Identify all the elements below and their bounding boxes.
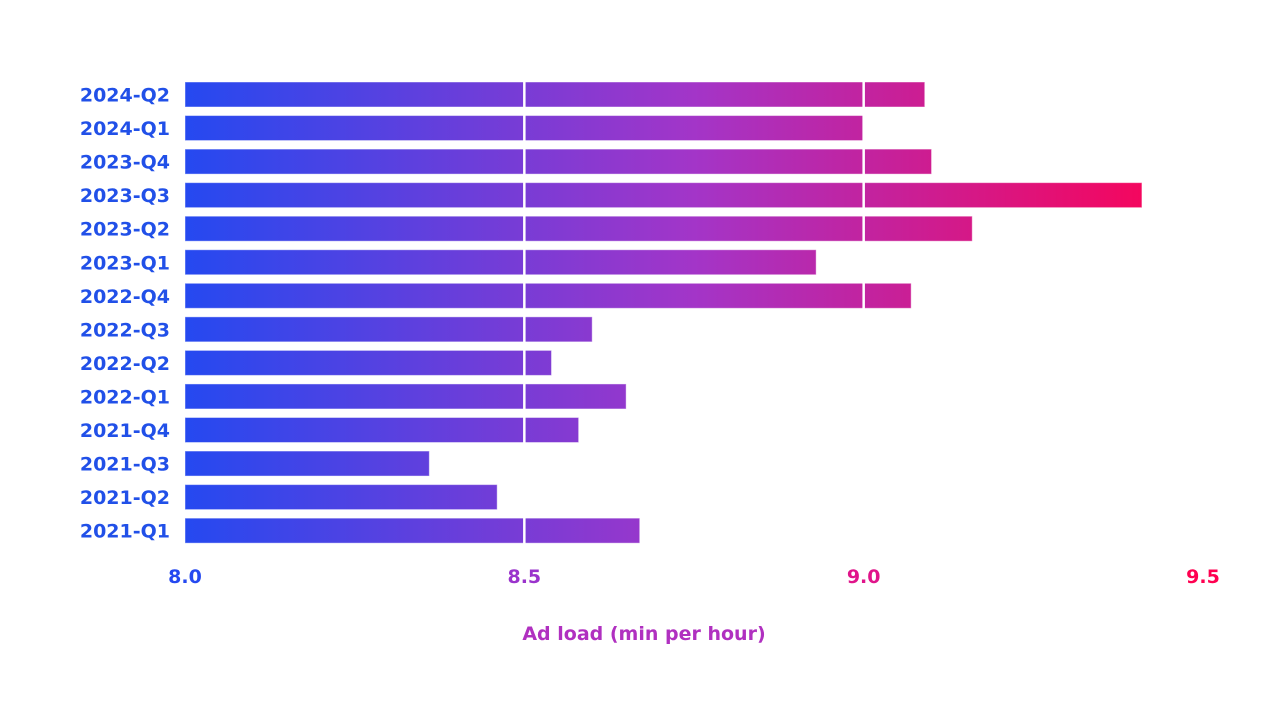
category-label: 2022-Q3: [80, 319, 170, 341]
bar-2024-q2: [184, 81, 926, 108]
bar-2021-q1: [184, 517, 641, 544]
bar-2023-q4: [184, 148, 933, 175]
bar-2021-q2: [184, 484, 498, 511]
category-label: 2022-Q4: [80, 286, 170, 308]
category-label: 2023-Q2: [80, 219, 170, 241]
bars-group: [184, 81, 1143, 544]
x-tick-label: 8.5: [507, 566, 541, 588]
x-tick-labels-group: 8.0 8.5 9.0 9.5: [168, 566, 1220, 588]
category-label: 2021-Q1: [80, 521, 170, 543]
bar-2022-q2: [184, 349, 552, 376]
gridlines-group: [523, 80, 865, 546]
bar-2023-q2: [184, 215, 973, 242]
x-tick-label: 8.0: [168, 566, 202, 588]
category-labels-group: 2024-Q2 2024-Q1 2023-Q4 2023-Q3 2023-Q2 2023-…: [80, 85, 170, 543]
x-tick-label: 9.5: [1186, 566, 1220, 588]
category-label: 2024-Q1: [80, 118, 170, 140]
category-label: 2021-Q4: [80, 420, 170, 442]
x-tick-label: 9.0: [847, 566, 881, 588]
category-label: 2023-Q1: [80, 252, 170, 274]
bar-2023-q3: [184, 182, 1143, 209]
category-label: 2024-Q2: [80, 85, 170, 107]
bar-2022-q4: [184, 282, 912, 309]
bar-2023-q1: [184, 249, 817, 276]
bar-2022-q3: [184, 316, 593, 343]
category-label: 2021-Q3: [80, 454, 170, 476]
category-label: 2023-Q4: [80, 152, 170, 174]
bar-2022-q1: [184, 383, 627, 410]
category-label: 2023-Q3: [80, 185, 170, 207]
bar-2021-q3: [184, 450, 430, 477]
category-label: 2021-Q2: [80, 487, 170, 509]
bar-2021-q4: [184, 417, 580, 443]
category-label: 2022-Q1: [80, 386, 170, 408]
category-label: 2022-Q2: [80, 353, 170, 375]
x-axis-title: Ad load (min per hour): [522, 623, 765, 645]
